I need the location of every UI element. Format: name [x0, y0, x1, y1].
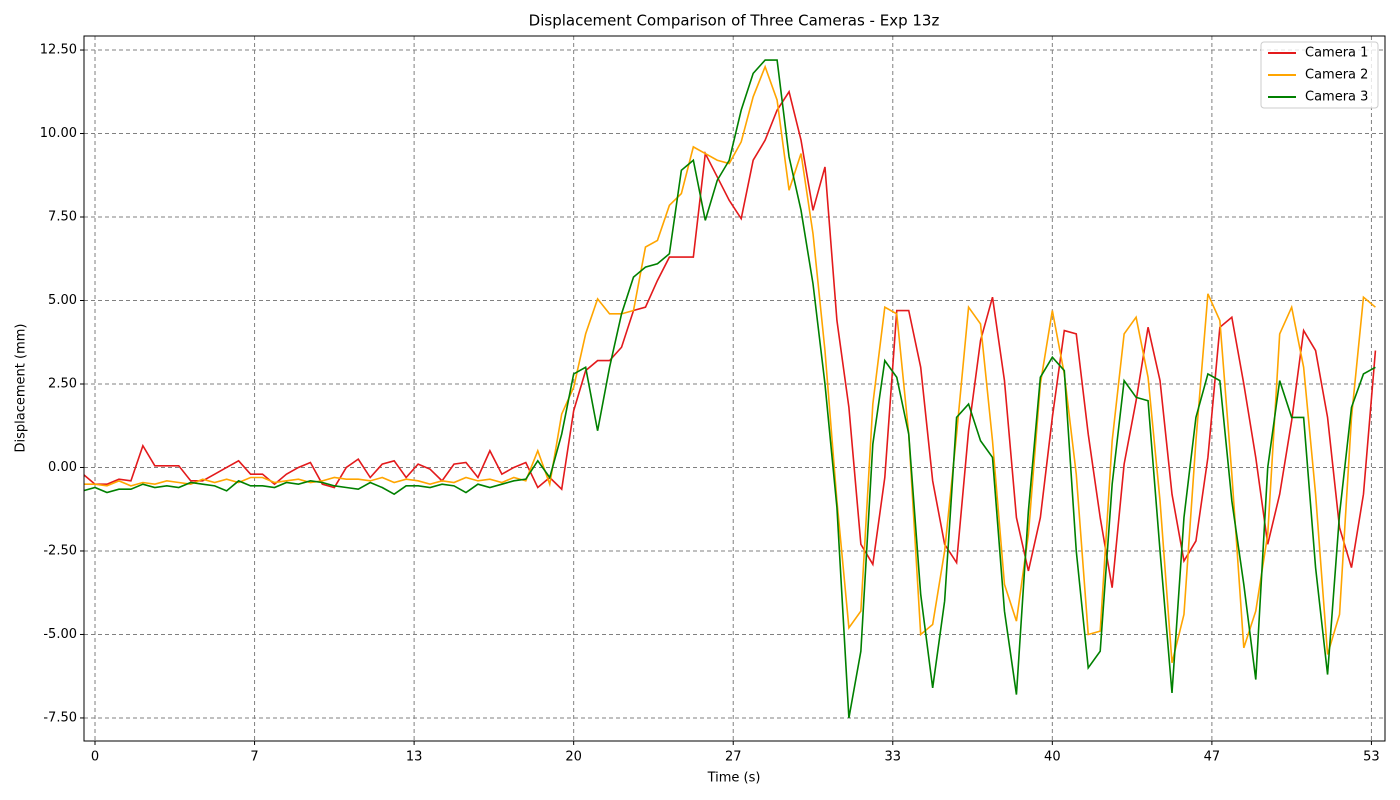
y-tick-label: -5.00: [43, 627, 77, 642]
plot-frame: [83, 35, 1386, 742]
y-tick-label: 0.00: [48, 460, 77, 475]
legend-label: Camera 1: [1305, 46, 1368, 61]
x-tick-label: 33: [885, 750, 902, 765]
x-tick-label: 13: [406, 750, 423, 765]
legend-label: Camera 3: [1305, 90, 1368, 105]
data-line: [84, 89, 1377, 588]
chart-title: Displacement Comparison of Three Cameras…: [529, 12, 940, 30]
x-tick-label: 0: [91, 750, 99, 765]
legend-label: Camera 2: [1305, 68, 1368, 83]
y-tick-label: 12.50: [40, 43, 77, 58]
x-tick-label: 40: [1044, 750, 1061, 765]
y-tick-label: 2.50: [48, 376, 77, 391]
y-tick-label: -2.50: [43, 543, 77, 558]
x-axis-label: Time (s): [707, 771, 761, 786]
x-tick-label: 20: [565, 750, 582, 765]
data-line: [84, 59, 1376, 719]
y-tick-label: 5.00: [48, 293, 77, 308]
data-line: [84, 64, 1376, 664]
x-tick-label: 47: [1204, 750, 1221, 765]
y-axis-label: Displacement (mm): [14, 324, 29, 453]
x-tick-label: 53: [1363, 750, 1380, 765]
x-tick-label: 7: [250, 750, 258, 765]
y-tick-label: 10.00: [40, 126, 77, 141]
y-tick-label: 7.50: [48, 210, 77, 225]
legend-box: [1260, 41, 1379, 109]
x-tick-label: 27: [725, 750, 742, 765]
y-tick-label: -7.50: [43, 710, 77, 725]
